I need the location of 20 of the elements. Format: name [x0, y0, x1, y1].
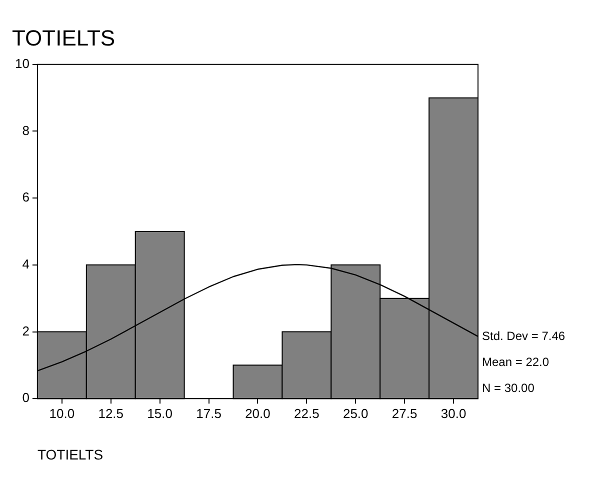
chart-title: TOTIELTS — [12, 25, 116, 50]
text: Std. Dev = 7.46 — [482, 328, 566, 343]
text: Mean = 22.0 — [482, 354, 550, 369]
x-tick-label: 17.5 — [196, 406, 222, 421]
y-tick-label: 8 — [22, 122, 30, 138]
x-tick-label: 15.0 — [147, 406, 172, 421]
y-tick-label: 6 — [22, 190, 30, 205]
text: N = 30.00 — [482, 380, 535, 395]
y-tick-label: 10 — [14, 56, 30, 71]
y-tick-label: 2 — [22, 323, 30, 338]
x-tick-label: 27.5 — [392, 406, 418, 421]
x-tick-label: 25.0 — [342, 406, 368, 421]
x-tick-label: 10.0 — [49, 406, 75, 421]
y-tick-label: 4 — [22, 256, 30, 272]
x-tick-label: 20.0 — [245, 406, 270, 421]
y-tick-label: 0 — [22, 390, 30, 406]
x-tick-label: 30.0 — [440, 406, 466, 421]
x-tick-label: 22.5 — [294, 406, 320, 421]
x-tick-label: 12.5 — [98, 406, 124, 421]
x-axis-title: TOTIELTS — [37, 446, 104, 462]
